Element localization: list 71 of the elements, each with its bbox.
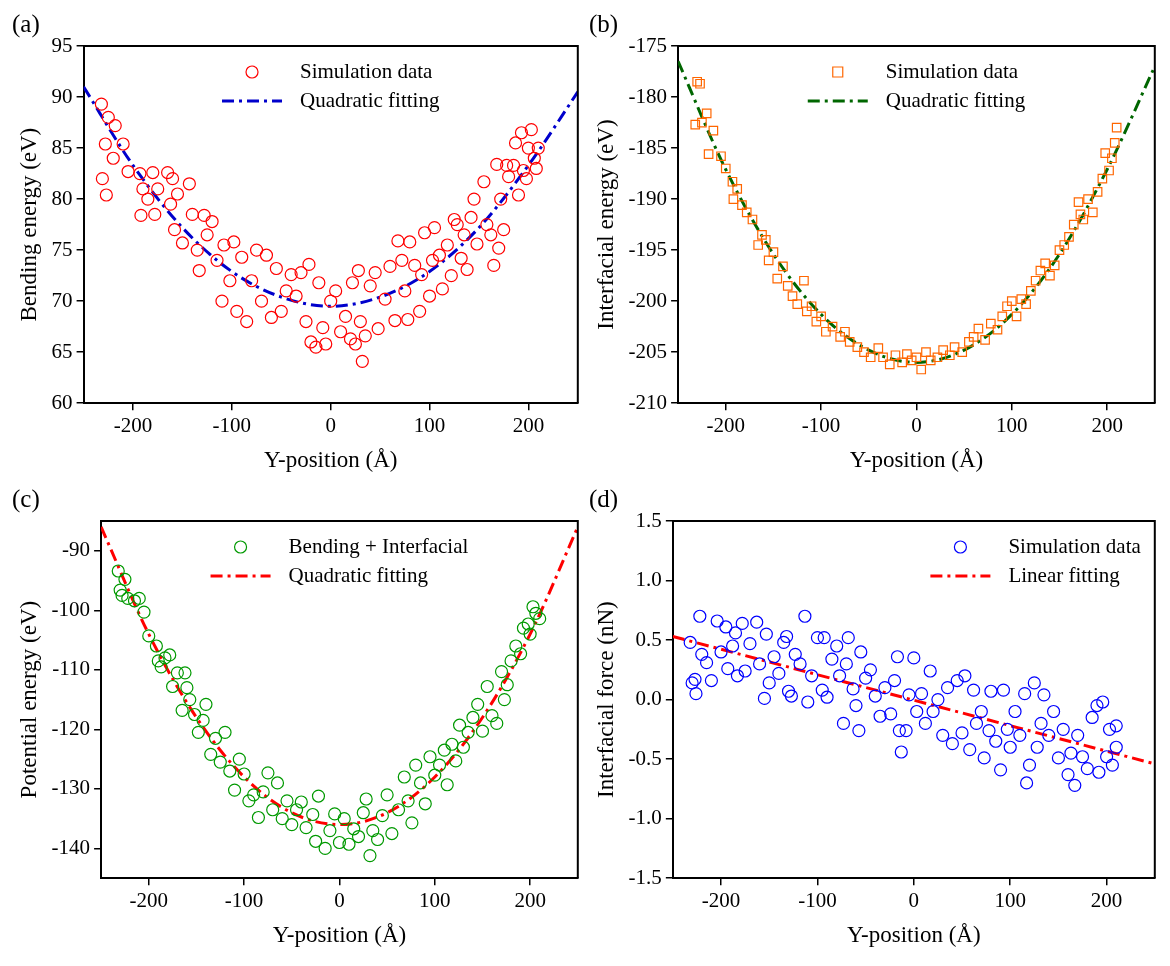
legend-label: Simulation data <box>885 58 1019 83</box>
x-tick-label: -200 <box>701 888 741 913</box>
x-tick-label: -200 <box>113 413 153 438</box>
x-axis-title: Y-position (Å) <box>263 447 398 473</box>
line-series <box>83 85 578 308</box>
y-tick-label: -205 <box>628 338 668 363</box>
x-tick-label: 200 <box>1091 413 1123 438</box>
y-tick-label: -0.5 <box>628 745 662 770</box>
y-tick-label: -1.0 <box>628 805 662 830</box>
chart-title: (d) <box>589 484 619 513</box>
x-tick-label: 100 <box>413 413 446 438</box>
y-tick-label: 95 <box>51 32 73 57</box>
y-tick-label: 65 <box>51 338 73 363</box>
chart-title: (a) <box>12 9 40 38</box>
y-tick-label: 80 <box>51 185 73 210</box>
y-axis-title: Interfacial energy (eV) <box>592 119 618 330</box>
y-tick-label: 85 <box>51 134 73 159</box>
y-tick-label: -185 <box>628 134 668 159</box>
legend-label: Simulation data <box>1008 533 1142 558</box>
y-tick-label: -200 <box>628 287 668 312</box>
x-tick-label: 0 <box>911 413 922 438</box>
line-series <box>101 525 578 827</box>
x-tick-label: 200 <box>512 413 545 438</box>
x-tick-label: -200 <box>129 888 169 913</box>
y-tick-label: 1.5 <box>635 507 662 532</box>
y-tick-label: -210 <box>628 389 668 414</box>
chart-title: (b) <box>589 9 619 38</box>
x-axis-title: Y-position (Å) <box>849 447 984 473</box>
x-axis-title: Y-position (Å) <box>272 922 407 948</box>
y-tick-label: -110 <box>52 656 91 681</box>
y-tick-label: 60 <box>51 389 73 414</box>
y-tick-label: -120 <box>51 715 91 740</box>
x-tick-label: -100 <box>224 888 264 913</box>
x-tick-label: -100 <box>801 413 841 438</box>
x-tick-label: 0 <box>334 888 345 913</box>
x-tick-label: 0 <box>908 888 920 913</box>
chart-title: (c) <box>12 484 40 513</box>
legend-label: Bending + Interfacial <box>288 533 469 558</box>
x-tick-label: 100 <box>996 413 1028 438</box>
x-tick-label: 200 <box>1090 888 1123 913</box>
y-tick-label: 0.0 <box>635 686 662 711</box>
legend-label: Quadratic fitting <box>300 87 440 112</box>
x-tick-label: 100 <box>994 888 1026 913</box>
y-tick-label: 90 <box>51 83 73 108</box>
x-tick-label: -200 <box>706 413 746 438</box>
y-tick-label: -100 <box>51 596 91 621</box>
y-tick-label: -190 <box>628 185 668 210</box>
y-tick-label: 75 <box>51 236 73 261</box>
y-tick-label: -175 <box>628 32 668 57</box>
y-tick-label: -1.5 <box>628 864 662 889</box>
y-tick-label: 1.0 <box>635 567 662 592</box>
x-tick-label: 0 <box>325 413 336 438</box>
x-axis-title: Y-position (Å) <box>847 922 981 948</box>
legend-label: Linear fitting <box>1008 562 1121 587</box>
y-tick-label: 70 <box>51 287 73 312</box>
y-tick-label: -130 <box>51 775 91 800</box>
y-axis-title: Potential energy (eV) <box>15 600 41 799</box>
y-axis-title: Bending energy (eV) <box>15 127 41 322</box>
legend-label: Simulation data <box>300 58 434 83</box>
legend-label: Quadratic fitting <box>885 87 1026 112</box>
x-tick-label: -100 <box>798 888 837 913</box>
y-tick-label: -90 <box>62 537 91 562</box>
y-tick-label: 0.5 <box>635 626 662 651</box>
x-tick-label: 200 <box>514 888 546 913</box>
x-tick-label: -100 <box>212 413 252 438</box>
x-tick-label: 100 <box>419 888 451 913</box>
y-tick-label: -180 <box>628 83 668 108</box>
legend-label: Quadratic fitting <box>288 562 429 587</box>
y-tick-label: -195 <box>628 236 668 261</box>
y-axis-title: Interfacial force (nN) <box>592 601 618 798</box>
y-tick-label: -140 <box>51 834 91 859</box>
